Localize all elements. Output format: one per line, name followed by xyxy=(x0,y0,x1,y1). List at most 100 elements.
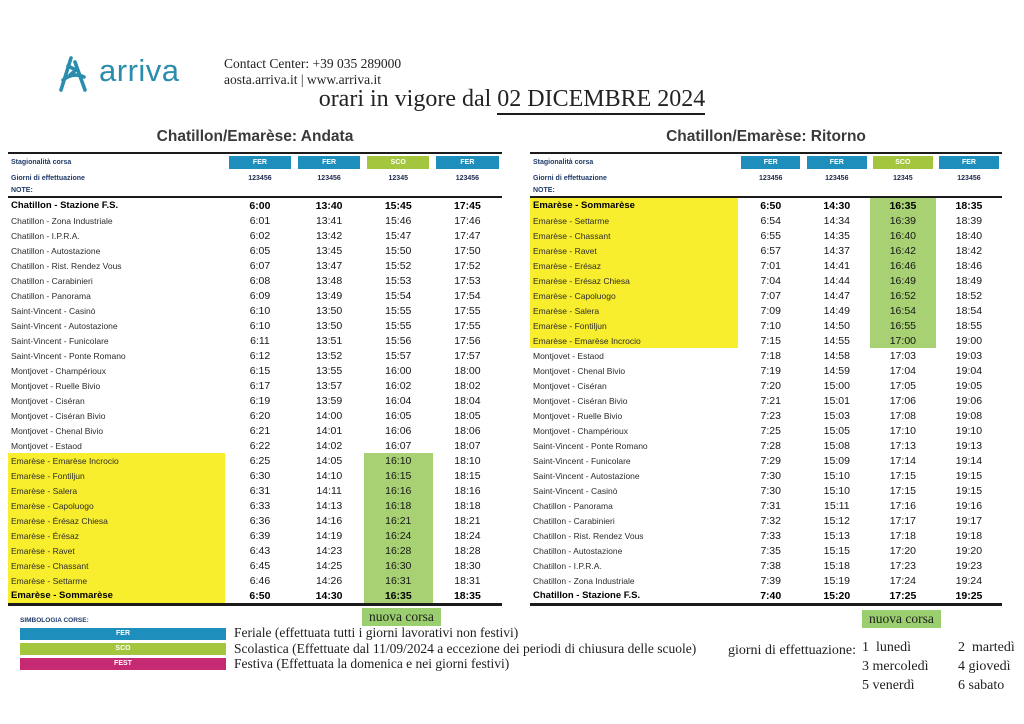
time-cell: 6:00 xyxy=(249,199,271,212)
service-days: 123456 xyxy=(759,174,783,182)
time-cell: 17:03 xyxy=(889,349,916,362)
service-type-chip: FER xyxy=(436,156,499,169)
time-cell: 14:34 xyxy=(823,214,850,227)
stop-cell: Montjovet - Champérioux xyxy=(533,425,628,436)
stop-cell: Emarèse - Chassant xyxy=(8,558,226,573)
stop-cell: Emarèse - Emarèse Incrocio xyxy=(530,333,738,348)
time-cell: 15:15 xyxy=(823,544,850,557)
time-cell: 6:21 xyxy=(249,424,271,437)
time-cell: 7:15 xyxy=(760,334,781,347)
time-cell: 7:04 xyxy=(760,274,781,287)
time-cell: 13:45 xyxy=(315,244,343,257)
stop-cell: Emarèse - Fontiljun xyxy=(8,468,226,483)
time-cell: 7:25 xyxy=(760,424,781,437)
time-cell: 19:05 xyxy=(955,379,983,392)
time-cell: 18:39 xyxy=(955,214,983,227)
stop-cell: Emarèse - Salera xyxy=(530,303,738,318)
time-cell: 13:59 xyxy=(315,394,343,407)
time-cell: 6:45 xyxy=(249,559,271,572)
stop-cell: Montjovet - Ciséran xyxy=(533,380,607,391)
contact-web: aosta.arriva.it | www.arriva.it xyxy=(224,72,382,87)
time-cell: 15:11 xyxy=(824,499,850,512)
time-cell: 7:29 xyxy=(760,454,781,467)
time-cell: 7:40 xyxy=(760,589,782,602)
time-cell: 6:46 xyxy=(249,574,271,587)
time-cell: 14:59 xyxy=(823,364,850,377)
time-cell: 18:55 xyxy=(955,319,983,332)
service-type-chip: FER xyxy=(297,156,361,169)
time-cell: 6:12 xyxy=(249,349,271,362)
note-cell xyxy=(364,185,433,196)
time-cell: 6:20 xyxy=(249,409,271,422)
time-cell: 15:56 xyxy=(385,334,412,347)
time-cell: 16:18 xyxy=(363,498,433,513)
stop-cell: Chatillon - Panorama xyxy=(11,290,91,301)
note-label: NOTE: xyxy=(533,187,555,194)
stop-cell: Montjovet - Ciséran xyxy=(11,395,85,406)
day-key-item: 5 venerdì xyxy=(862,678,915,693)
time-cell: 18:15 xyxy=(454,469,481,482)
stop-cell: Chatillon - I.P.R.A. xyxy=(11,230,80,241)
time-cell: 7:30 xyxy=(760,469,781,482)
legend-bars: FER SCO FEST xyxy=(20,628,226,670)
time-cell: 16:52 xyxy=(869,288,936,303)
time-cell: 16:24 xyxy=(363,528,433,543)
time-cell: 16:35 xyxy=(363,588,433,603)
stop-cell: Chatillon - Rist. Rendez Vous xyxy=(533,530,644,541)
time-cell: 14:10 xyxy=(315,469,343,482)
stop-cell: Emarèse - Chassant xyxy=(530,228,738,243)
service-chip-cell: FER xyxy=(295,154,364,171)
title-prefix: orari in vigore dal xyxy=(318,86,498,112)
effective-date: 02 DICEMBRE 2024 xyxy=(497,86,706,115)
time-cell: 16:15 xyxy=(363,468,433,483)
time-cell: 7:10 xyxy=(760,319,781,332)
time-cell: 17:24 xyxy=(889,574,916,587)
time-cell: 15:54 xyxy=(385,289,412,302)
stop-cell: Chatillon - Stazione F.S. xyxy=(533,590,641,601)
time-cell: 13:57 xyxy=(315,379,343,392)
time-cell: 6:39 xyxy=(249,529,271,542)
time-cell: 14:30 xyxy=(315,589,343,602)
time-cell: 6:10 xyxy=(249,319,271,332)
table-header-andata: Stagionalità corsa FER FER SCO FER Giorni di … xyxy=(8,152,502,198)
time-cell: 16:40 xyxy=(869,228,936,243)
legend-desc-sco: Scolastica (Effettuate dal 11/09/2024 a … xyxy=(234,640,697,656)
time-cell: 19:00 xyxy=(955,334,983,347)
stop-cell: Emarèse - Capoluogo xyxy=(530,288,738,303)
time-cell: 18:42 xyxy=(955,244,983,257)
time-cell: 17:15 xyxy=(889,469,916,482)
legend-desc-fest: Festiva (Effettuata la domenica e nei gi… xyxy=(234,656,510,671)
service-days: 123456 xyxy=(957,174,981,182)
time-cell: 7:23 xyxy=(760,409,781,422)
time-cell: 17:55 xyxy=(454,319,481,332)
time-cell: 15:00 xyxy=(823,379,850,392)
time-cell: 14:11 xyxy=(316,484,342,497)
time-cell: 7:39 xyxy=(760,574,781,587)
stop-cell: Saint-Vincent - Funicolare xyxy=(533,455,631,466)
time-cell: 6:33 xyxy=(249,499,271,512)
stop-cell: Emarèse - Erésaz xyxy=(530,258,738,273)
time-cell: 19:08 xyxy=(955,409,983,422)
time-cell: 19:24 xyxy=(955,574,983,587)
time-cell: 6:02 xyxy=(249,229,271,242)
time-cell: 6:31 xyxy=(249,484,271,497)
time-cell: 7:18 xyxy=(760,349,781,362)
time-cell: 17:57 xyxy=(454,349,481,362)
time-cell: 6:55 xyxy=(760,229,781,242)
time-cell: 19:06 xyxy=(955,394,983,407)
time-cell: 18:35 xyxy=(955,199,983,212)
time-cell: 6:36 xyxy=(249,514,271,527)
time-cell: 18:10 xyxy=(454,454,481,467)
time-cell: 17:23 xyxy=(889,559,916,572)
time-cell: 7:30 xyxy=(760,484,781,497)
service-chip-cell: FER xyxy=(225,154,294,171)
time-cell: 13:52 xyxy=(315,349,343,362)
stop-cell: Emarèse - Emarèse Incrocio xyxy=(8,453,226,468)
time-cell: 17:53 xyxy=(454,274,481,287)
giorni-label: Giorni di effettuazione xyxy=(533,174,607,182)
time-cell: 14:00 xyxy=(315,409,343,422)
time-cell: 13:48 xyxy=(315,274,343,287)
service-chip-cell: FER xyxy=(804,154,870,171)
stop-cell: Montjovet - Chenal Bivio xyxy=(11,425,104,436)
time-cell: 18:07 xyxy=(454,439,481,452)
